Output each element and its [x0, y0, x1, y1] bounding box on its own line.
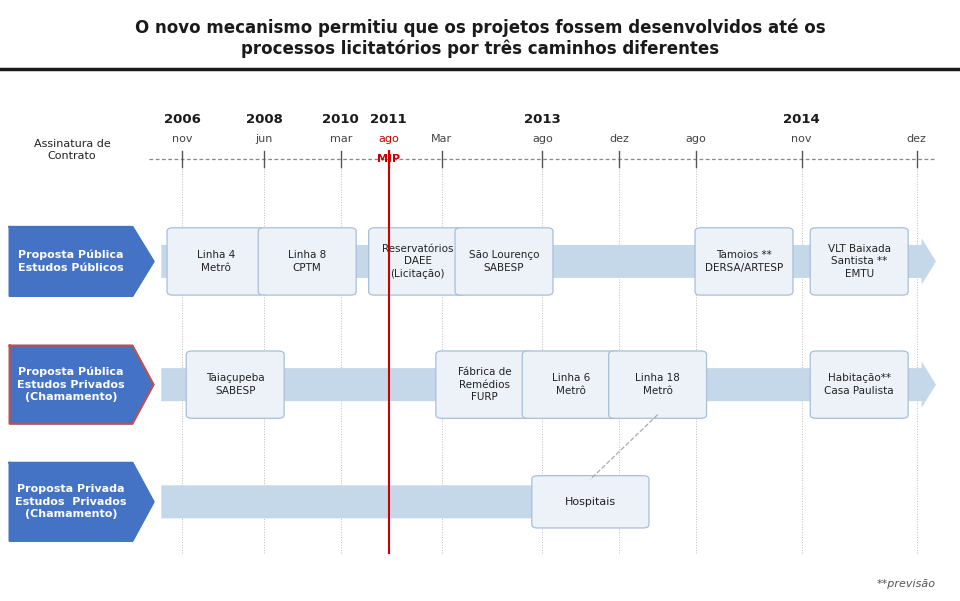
- Text: Assinatura de
Contrato: Assinatura de Contrato: [34, 139, 110, 161]
- Text: dez: dez: [610, 134, 629, 144]
- FancyBboxPatch shape: [810, 228, 908, 295]
- FancyBboxPatch shape: [455, 228, 553, 295]
- Text: MIP: MIP: [377, 154, 400, 165]
- FancyBboxPatch shape: [258, 228, 356, 295]
- Text: nov: nov: [172, 134, 193, 144]
- Text: processos licitatórios por três caminhos diferentes: processos licitatórios por três caminhos…: [241, 39, 719, 58]
- Text: O novo mecanismo permitiu que os projetos fossem desenvolvidos até os: O novo mecanismo permitiu que os projeto…: [134, 18, 826, 37]
- Text: VLT Baixada
Santista **
EMTU: VLT Baixada Santista ** EMTU: [828, 244, 891, 279]
- Text: São Lourenço
SABESP: São Lourenço SABESP: [468, 250, 540, 273]
- Text: 2014: 2014: [783, 113, 820, 126]
- Text: Linha 4
Metrô: Linha 4 Metrô: [197, 250, 235, 273]
- FancyBboxPatch shape: [167, 228, 265, 295]
- Text: Habitação**
Casa Paulista: Habitação** Casa Paulista: [825, 373, 894, 396]
- Text: Taiaçupeba
SABESP: Taiaçupeba SABESP: [205, 373, 265, 396]
- Text: ago: ago: [378, 134, 399, 144]
- Text: jun: jun: [255, 134, 273, 144]
- Text: Linha 18
Metrô: Linha 18 Metrô: [636, 373, 680, 396]
- Text: Proposta Pública
Estudos Privados
(Chamamento): Proposta Pública Estudos Privados (Chama…: [17, 367, 125, 402]
- Text: 2013: 2013: [524, 113, 561, 126]
- Text: 2011: 2011: [371, 113, 407, 126]
- Text: 2010: 2010: [323, 113, 359, 126]
- Polygon shape: [10, 346, 154, 424]
- Text: Linha 8
CPTM: Linha 8 CPTM: [288, 250, 326, 273]
- FancyBboxPatch shape: [532, 476, 649, 528]
- Text: Reservatórios
DAEE
(Licitação): Reservatórios DAEE (Licitação): [382, 244, 453, 279]
- Text: mar: mar: [329, 134, 352, 144]
- Text: 2008: 2008: [246, 113, 282, 126]
- FancyBboxPatch shape: [436, 351, 534, 418]
- FancyBboxPatch shape: [369, 228, 467, 295]
- Text: Proposta Privada
Estudos  Privados
(Chamamento): Proposta Privada Estudos Privados (Chama…: [15, 484, 127, 519]
- FancyArrow shape: [161, 362, 936, 407]
- Text: ago: ago: [685, 134, 707, 144]
- Text: Hospitais: Hospitais: [564, 497, 616, 507]
- Text: ago: ago: [532, 134, 553, 144]
- FancyBboxPatch shape: [609, 351, 707, 418]
- Polygon shape: [10, 227, 154, 296]
- Text: Linha 6
Metrô: Linha 6 Metrô: [552, 373, 590, 396]
- Text: **previsão: **previsão: [877, 579, 936, 589]
- FancyArrow shape: [161, 478, 638, 525]
- Text: Proposta Pública
Estudos Públicos: Proposta Pública Estudos Públicos: [18, 250, 124, 273]
- Text: dez: dez: [907, 134, 926, 144]
- Text: Tamoios **
DERSA/ARTESP: Tamoios ** DERSA/ARTESP: [705, 250, 783, 273]
- FancyArrow shape: [161, 239, 936, 285]
- Text: Fábrica de
Remédios
FURP: Fábrica de Remédios FURP: [458, 367, 512, 402]
- Text: 2006: 2006: [164, 113, 201, 126]
- FancyBboxPatch shape: [695, 228, 793, 295]
- Text: nov: nov: [791, 134, 812, 144]
- FancyBboxPatch shape: [810, 351, 908, 418]
- Text: Mar: Mar: [431, 134, 452, 144]
- FancyBboxPatch shape: [522, 351, 620, 418]
- FancyBboxPatch shape: [186, 351, 284, 418]
- Polygon shape: [10, 463, 154, 541]
